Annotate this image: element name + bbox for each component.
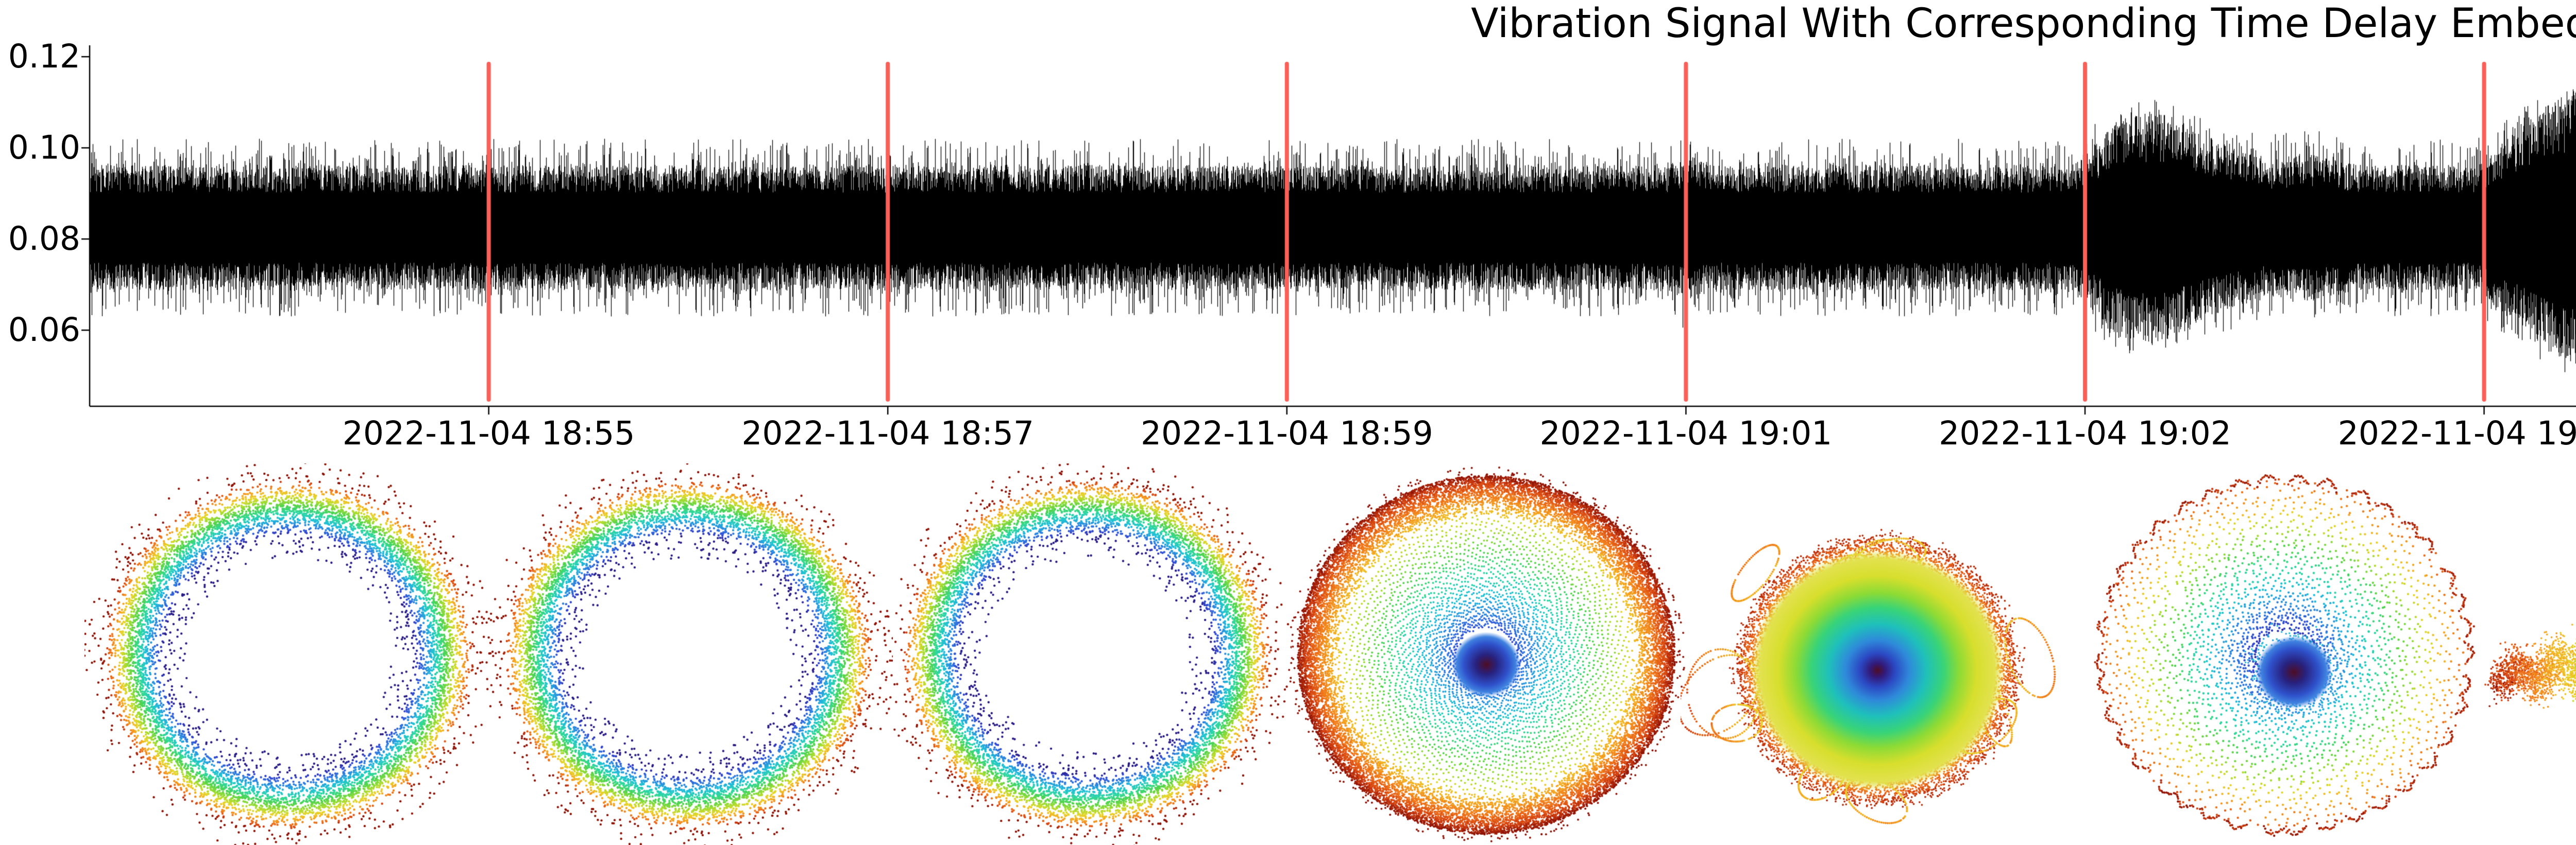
- y-tick-label: 0.12: [8, 38, 80, 76]
- x-tick-label: 2022-11-04 19:02: [1939, 415, 2231, 452]
- x-tick-label: 2022-11-04 19:04: [2337, 415, 2576, 452]
- embedding-plot-6: [2080, 463, 2489, 845]
- embedding-plot-3: [883, 463, 1292, 845]
- embedding-plot-1: [84, 463, 494, 845]
- embedding-plot-5: [1681, 463, 2090, 845]
- x-tick-label: 2022-11-04 19:01: [1539, 415, 1833, 452]
- x-tick-label: 2022-11-04 18:57: [741, 415, 1035, 452]
- vibration-signal-plot: [0, 0, 2576, 463]
- y-tick-label: 0.08: [8, 220, 80, 258]
- y-tick-label: 0.06: [8, 311, 80, 349]
- embedding-plot-7: [2479, 463, 2576, 845]
- y-tick-label: 0.10: [8, 129, 80, 167]
- embedding-plot-4: [1282, 463, 1691, 845]
- x-tick-label: 2022-11-04 18:55: [342, 415, 635, 452]
- x-tick-label: 2022-11-04 18:59: [1140, 415, 1433, 452]
- embedding-plot-2: [484, 463, 893, 845]
